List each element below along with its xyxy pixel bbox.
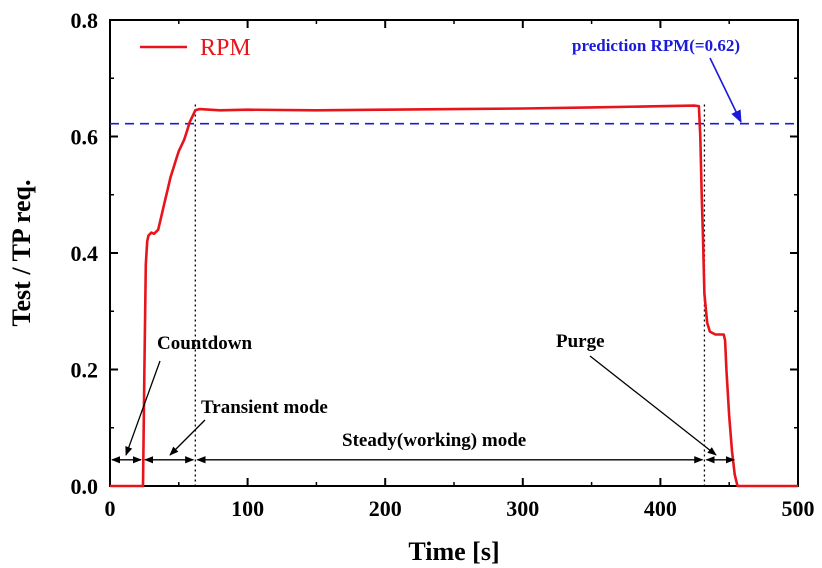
y-axis-title: Test / TP req. [7,180,36,327]
y-tick-label: 0.8 [71,8,99,33]
purge-pointer-arrow [589,355,717,456]
x-tick-label: 300 [506,496,539,521]
prediction-label: prediction RPM(=0.62) [572,36,740,55]
phase-boundaries [194,104,706,486]
x-axis-title: Time [s] [408,537,499,566]
transient-pointer-arrow [169,419,206,456]
y-tick-label: 0.0 [71,474,99,499]
y-axis-ticks: 0.0 0.2 0.4 0.6 0.8 [71,8,798,499]
legend: RPM [140,35,251,61]
legend-label-rpm: RPM [200,35,251,61]
prediction-label-arrow [709,57,742,124]
x-tick-label: 400 [644,496,677,521]
series-rpm-line [110,104,798,488]
y-tick-label: 0.4 [71,241,99,266]
annotation-transient: Transient mode [201,397,328,418]
annotation-steady: Steady(working) mode [342,430,526,451]
x-tick-label: 0 [105,496,116,521]
x-tick-label: 500 [782,496,815,521]
x-tick-label: 100 [231,496,264,521]
annotation-purge: Purge [556,331,605,352]
annotation-countdown: Countdown [157,333,252,354]
y-tick-label: 0.6 [71,125,99,150]
x-axis-ticks: 0 100 200 300 400 500 [105,20,815,521]
x-tick-label: 200 [369,496,402,521]
countdown-pointer-arrow [125,360,161,456]
y-tick-label: 0.2 [71,358,99,383]
